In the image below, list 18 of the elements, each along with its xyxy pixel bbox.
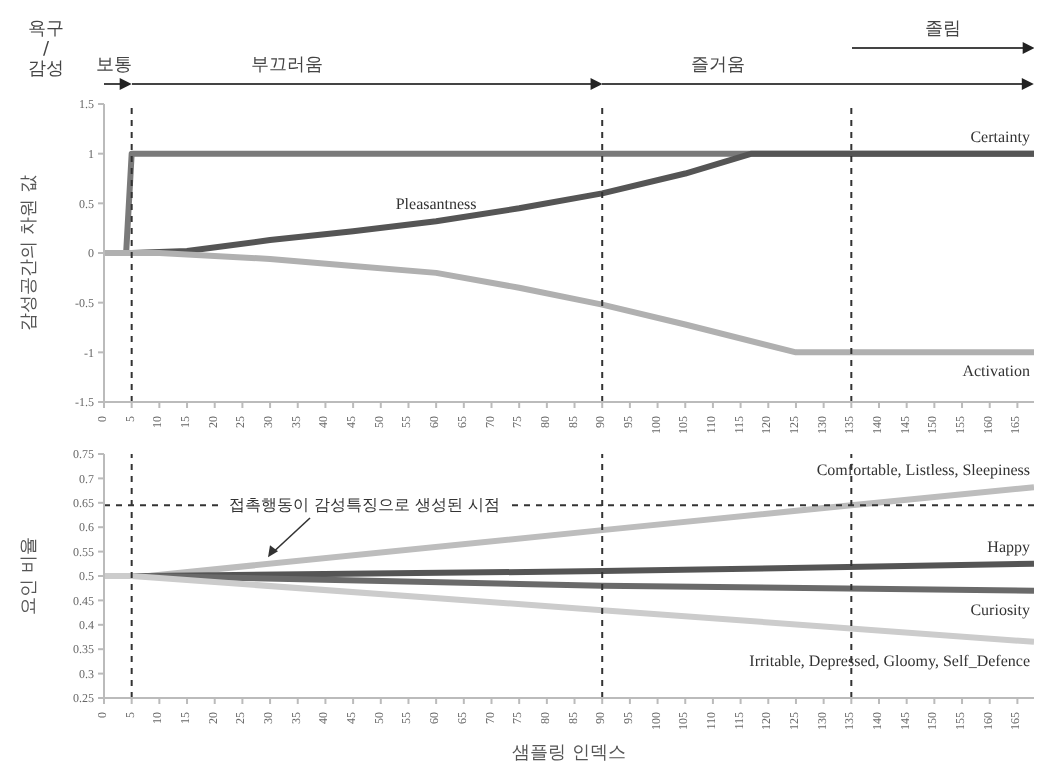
x-axis-title: 샘플링 인덱스 (510, 742, 628, 766)
series-label: Curiosity (970, 600, 1030, 619)
text: 부끄러움 (248, 56, 325, 76)
text: 욕구 (26, 20, 66, 40)
text: 감성 (26, 60, 66, 80)
series-label: Certainty (970, 127, 1030, 146)
series-label: Irritable, Depressed, Gloomy, Self_Defence (749, 651, 1031, 670)
text: / (40, 40, 52, 60)
series-label: Activation (962, 362, 1030, 381)
text: 졸림 (922, 20, 963, 40)
y-axis-title: 요인 비율 (20, 537, 41, 615)
series-label: Pleasantness (395, 195, 477, 214)
text: 즐거움 (689, 56, 748, 76)
series-label: Comfortable, Listless, Sleepiness (816, 461, 1030, 480)
ref-line-label: 접촉행동이 감성특징으로 생성된 시점 (228, 496, 501, 515)
text: 보통 (96, 56, 132, 76)
y-axis-title: 감성공간의 차원 값 (20, 175, 41, 331)
series-label: Happy (987, 537, 1030, 556)
